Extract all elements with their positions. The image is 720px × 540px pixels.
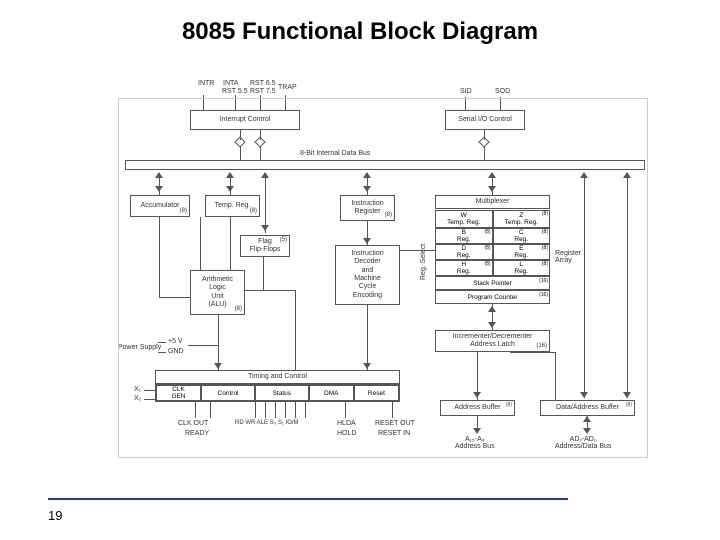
pin-rst55: RST 5.5 — [222, 88, 248, 95]
data-bus-label: 8-Bit Internal Data Bus — [300, 150, 370, 157]
block-timing-control: Timing and Control — [155, 370, 400, 384]
sig-hold: HOLD — [337, 430, 356, 437]
sig-resetin: RESET IN — [378, 430, 410, 437]
sig-clkout: CLK OUT — [178, 420, 208, 427]
addr-bus-label: A₁₅-A₈ Address Bus — [455, 436, 495, 450]
register-array-label: Register Array — [555, 250, 581, 264]
page-title: 8085 Functional Block Diagram — [0, 18, 720, 46]
arrow-icon — [473, 392, 481, 398]
pin-sid: SID — [460, 88, 472, 95]
register-array: W Temp. Reg. Z Temp. Reg.(8) B Reg.(8) C… — [435, 210, 550, 304]
sig-hlda: HLDA — [337, 420, 356, 427]
pin-trap: TRAP — [278, 84, 297, 91]
pin-inta: INTA — [223, 80, 238, 87]
pin-x1: X₁ — [134, 386, 141, 393]
pin-intr: INTR — [198, 80, 214, 87]
arrow-icon — [214, 363, 222, 369]
sig-resetout: RESET OUT — [375, 420, 415, 427]
block-decoder: Instruction Decoder and Machine Cycle En… — [335, 245, 400, 305]
sub-reset: Reset — [354, 385, 399, 401]
block-addr-buffer: Address Buffer (8) — [440, 400, 515, 416]
block-inc-dec: Incrementer/Decrementer Address Latch (1… — [435, 330, 550, 352]
pin-rst65: RST 6.5 — [250, 80, 276, 87]
power-supply-label: Power Supply — [118, 344, 161, 351]
bus-arrow-icon — [580, 392, 588, 398]
sig-status-pins: RD WR ALE S₀ S₁ IO/M̄ — [235, 420, 299, 426]
block-instruction-reg: Instruction Register (8) — [340, 195, 395, 221]
block-data-buffer: Data/Address Buffer (8) — [540, 400, 635, 416]
pin-rst75: RST 7.5 — [250, 88, 276, 95]
arrow-icon — [473, 428, 481, 434]
arrow-icon — [363, 238, 371, 244]
pin-5v: +5 V — [168, 338, 183, 345]
block-temp-reg: Temp. Reg. (8) — [205, 195, 260, 217]
bus-arrow-icon — [623, 392, 631, 398]
data-bus-output-label: AD₇-AD₀ Address/Data Bus — [555, 436, 611, 450]
block-flag: Flag Flip-Flops (5) — [240, 235, 290, 257]
pin-gnd: GND — [168, 348, 184, 355]
clk-gen: CLK GEN — [156, 385, 201, 401]
block-multiplexer: Multiplexer — [435, 195, 550, 209]
block-interrupt-control: Interrupt Control — [190, 110, 300, 130]
footer-divider — [48, 498, 568, 500]
internal-data-bus — [125, 160, 645, 170]
arrow-icon — [488, 322, 496, 328]
arrow-icon — [583, 416, 591, 422]
pin-x2: X₂ — [134, 395, 141, 402]
sub-control: Control — [201, 385, 255, 401]
block-accumulator: Accumulator (8) — [130, 195, 190, 217]
arrow-icon — [583, 428, 591, 434]
sig-ready: READY — [185, 430, 209, 437]
sub-dma: DMA — [309, 385, 354, 401]
pin-sod: SOD — [495, 88, 510, 95]
page-number: 19 — [48, 508, 62, 523]
block-serial-io: Serial I/O Control — [445, 110, 525, 130]
arrow-icon — [363, 363, 371, 369]
sub-status: Status — [255, 385, 309, 401]
arrow-icon — [488, 306, 496, 312]
block-alu: Arithmetic Logic Unit (ALU) (8) — [190, 270, 245, 315]
